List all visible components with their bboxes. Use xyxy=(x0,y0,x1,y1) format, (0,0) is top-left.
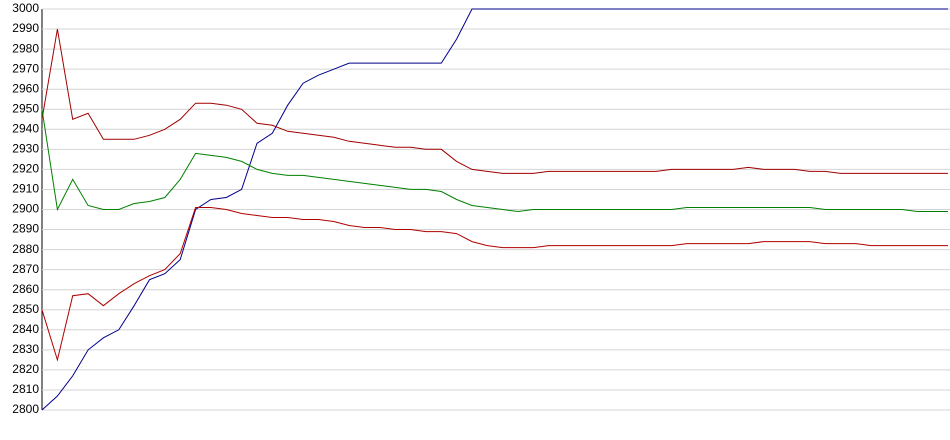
y-tick-label: 2860 xyxy=(12,282,39,296)
y-tick-label: 2880 xyxy=(12,242,39,256)
y-tick-label: 2850 xyxy=(12,302,39,316)
y-tick-label: 2800 xyxy=(12,402,39,416)
y-tick-label: 2890 xyxy=(12,222,39,236)
series-line xyxy=(41,207,948,362)
y-tick-label: 2980 xyxy=(12,41,39,55)
y-tick-label: 2810 xyxy=(12,382,39,396)
y-tick-label: 3000 xyxy=(12,1,39,15)
y-tick-label: 2820 xyxy=(12,362,39,376)
y-tick-label: 2950 xyxy=(12,101,39,115)
y-tick-label: 2930 xyxy=(12,142,39,156)
series-line xyxy=(41,8,948,411)
y-tick-label: 2870 xyxy=(12,262,39,276)
y-tick-label: 2910 xyxy=(12,182,39,196)
series-line xyxy=(41,29,948,174)
y-tick-label: 2920 xyxy=(12,162,39,176)
y-tick-label: 2990 xyxy=(12,21,39,35)
y-tick-label: 2830 xyxy=(12,342,39,356)
y-tick-label: 2900 xyxy=(12,202,39,216)
series-line xyxy=(41,109,948,213)
y-tick-label: 2940 xyxy=(12,121,39,135)
y-tick-label: 2960 xyxy=(12,81,39,95)
y-tick-label: 2840 xyxy=(12,322,39,336)
y-tick-label: 2970 xyxy=(12,61,39,75)
